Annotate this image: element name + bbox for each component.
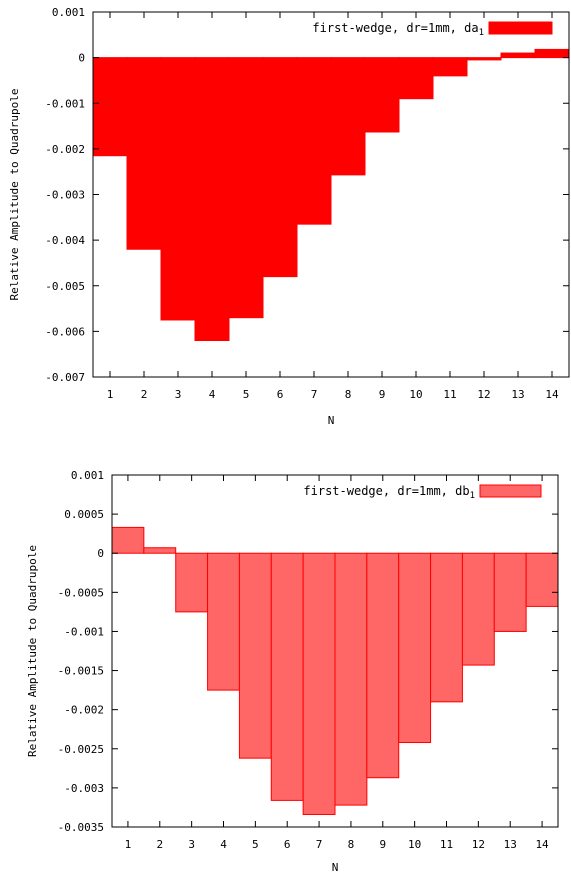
bar-10	[398, 552, 432, 744]
x-tick-label: 2	[141, 388, 148, 401]
bar-2	[143, 547, 177, 554]
bar-12	[461, 552, 495, 666]
bar-5	[228, 57, 264, 319]
x-tick-label: 4	[220, 838, 227, 851]
bar-1	[111, 526, 145, 554]
bar-10	[398, 57, 434, 100]
legend-swatch	[488, 21, 553, 35]
x-tick-label: 3	[175, 388, 182, 401]
x-tick-label: 12	[472, 838, 485, 851]
x-tick-label: 10	[408, 838, 421, 851]
bar-1	[92, 57, 128, 157]
bar-4	[194, 57, 230, 341]
x-tick-label: 10	[409, 388, 422, 401]
y-tick-label: 0	[97, 547, 104, 560]
x-tick-label: 13	[511, 388, 524, 401]
bar-3	[160, 57, 196, 321]
x-axis-label: N	[328, 414, 335, 427]
y-tick-label: -0.0015	[58, 665, 104, 678]
bar-11	[432, 57, 468, 77]
bar-14	[534, 48, 570, 59]
bar-7	[296, 57, 332, 225]
y-tick-label: -0.002	[45, 143, 85, 156]
x-tick-label: 1	[125, 838, 132, 851]
x-tick-label: 9	[379, 838, 386, 851]
x-tick-label: 5	[243, 388, 250, 401]
x-axis-label: N	[332, 861, 339, 874]
y-tick-label: -0.0035	[58, 821, 104, 834]
bar-4	[207, 552, 240, 691]
bar-7	[302, 552, 336, 815]
x-tick-label: 5	[252, 838, 259, 851]
x-tick-label: 6	[277, 388, 284, 401]
x-tick-label: 7	[311, 388, 318, 401]
x-tick-label: 7	[316, 838, 323, 851]
y-tick-label: -0.003	[64, 782, 104, 795]
y-tick-label: 0.001	[52, 6, 85, 19]
y-tick-label: -0.005	[45, 280, 85, 293]
x-tick-label: 1	[107, 388, 114, 401]
y-axis-label: Relative Amplitude to Quadrupole	[26, 545, 39, 757]
y-tick-label: -0.006	[45, 325, 85, 338]
x-tick-label: 12	[477, 388, 490, 401]
legend-label: first-wedge, dr=1mm, db1	[303, 484, 475, 501]
x-tick-label: 9	[379, 388, 386, 401]
y-tick-label: -0.0005	[58, 586, 104, 599]
bar-11	[430, 552, 463, 703]
x-tick-label: 14	[545, 388, 559, 401]
chart-panel-2: 0.001 0.0005 0 -0.0005 -0.001 -0.0015 -0.002 -0…	[26, 469, 559, 874]
y-tick-label: -0.004	[45, 234, 85, 247]
bar-3	[175, 552, 209, 613]
chart-panel-1: 0.001 0 -0.001 -0.002 -0.003 -0.004 -0.005 -0.0…	[8, 6, 570, 427]
bar-13	[500, 52, 536, 59]
bar-13	[493, 552, 527, 632]
x-tick-label: 8	[345, 388, 352, 401]
x-tick-label: 11	[443, 388, 456, 401]
bar-5	[238, 552, 272, 759]
bar-6	[270, 552, 304, 801]
x-tick-label: 2	[156, 838, 163, 851]
y-tick-label: -0.002	[64, 704, 104, 717]
y-tick-label: -0.007	[45, 371, 85, 384]
plot-frame	[111, 474, 559, 828]
bar-6	[262, 57, 298, 278]
x-tick-label: 11	[440, 838, 453, 851]
bar-14	[525, 552, 559, 607]
bar-9	[364, 57, 400, 133]
y-tick-label: -0.001	[64, 625, 104, 638]
y-axis-label: Relative Amplitude to Quadrupole	[8, 89, 21, 301]
x-tick-label: 3	[188, 838, 195, 851]
y-tick-label: 0.001	[71, 469, 104, 482]
x-tick-label: 6	[284, 838, 291, 851]
bar-8	[334, 552, 368, 806]
x-tick-label: 13	[504, 838, 517, 851]
x-tick-label: 14	[535, 838, 549, 851]
bar-9	[366, 552, 400, 779]
bar-12	[466, 57, 502, 61]
x-tick-label: 8	[348, 838, 355, 851]
bar-8	[330, 57, 366, 176]
y-tick-label: 0.0005	[64, 508, 104, 521]
legend-swatch	[479, 484, 542, 498]
y-tick-label: -0.001	[45, 97, 85, 110]
y-tick-label: -0.003	[45, 189, 85, 202]
y-tick-label: -0.0025	[58, 743, 104, 756]
legend-label: first-wedge, dr=1mm, da1	[312, 21, 484, 38]
x-tick-label: 4	[209, 388, 216, 401]
y-tick-label: 0	[78, 52, 85, 65]
bar-2	[126, 57, 162, 250]
